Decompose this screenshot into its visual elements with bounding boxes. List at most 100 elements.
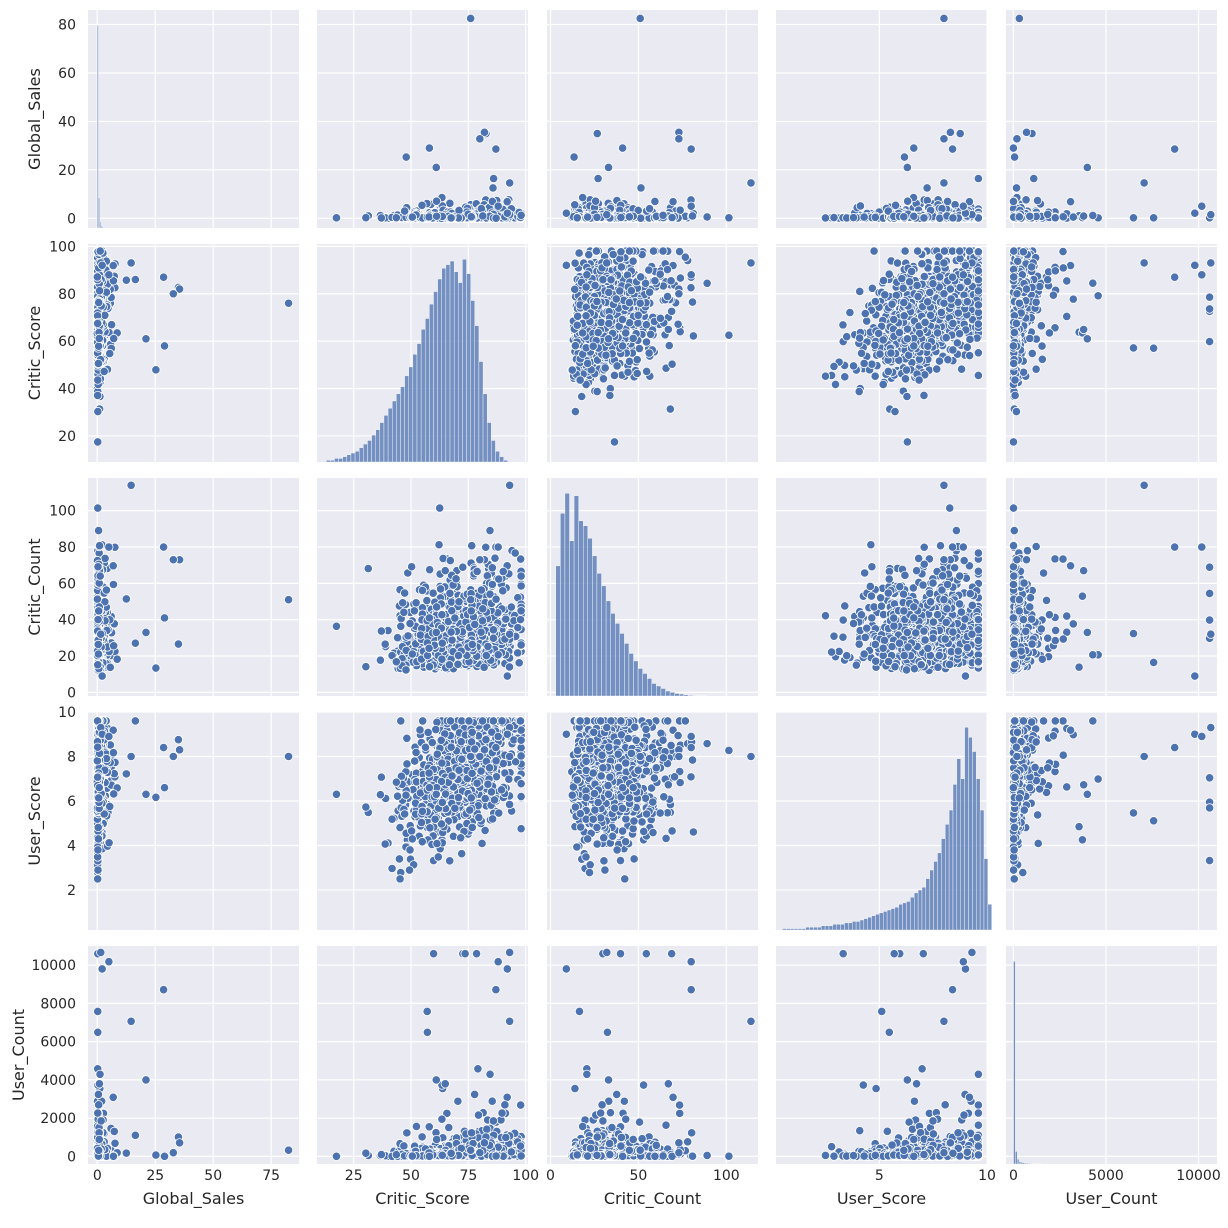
scatter-point xyxy=(593,173,603,184)
scatter-point xyxy=(407,212,417,222)
scatter-point xyxy=(909,143,919,153)
scatter-point xyxy=(93,358,104,369)
scatter-point xyxy=(1190,208,1200,218)
scatter-point xyxy=(454,205,464,216)
scatter-point xyxy=(431,196,442,206)
scatter-point xyxy=(1021,195,1031,205)
scatter-point xyxy=(516,210,526,220)
scatter-point xyxy=(1050,213,1060,223)
scatter-point xyxy=(939,13,949,24)
scatter-point xyxy=(569,152,579,162)
scatter-point xyxy=(891,200,901,210)
scatter-point xyxy=(688,331,698,341)
scatter-point xyxy=(424,212,434,222)
scatter-point xyxy=(592,212,602,222)
histogram-bar xyxy=(474,325,480,463)
scatter-point xyxy=(491,213,501,223)
scatter-point xyxy=(955,128,965,139)
scatter-point xyxy=(947,144,958,154)
scatter-point xyxy=(478,211,488,221)
scatter-point xyxy=(592,128,602,139)
panel-Critic_Score-vs-Global_Sales xyxy=(88,244,299,462)
scatter-point xyxy=(1139,178,1149,188)
histogram-bar xyxy=(478,361,484,463)
histogram-bar xyxy=(371,434,376,463)
histogram-bar xyxy=(491,440,496,463)
scatter-point xyxy=(159,341,170,351)
scatter-point xyxy=(919,213,929,223)
scatter-point xyxy=(1043,209,1053,219)
histogram-bar xyxy=(354,451,360,463)
scatter-point xyxy=(658,210,668,220)
scatter-point xyxy=(93,406,103,417)
histogram-bar xyxy=(338,458,343,463)
histogram-bar xyxy=(346,454,352,463)
histogram-bar xyxy=(400,386,405,463)
histogram-bar xyxy=(396,393,401,463)
histogram-bar xyxy=(453,271,459,463)
scatter-point xyxy=(1014,13,1024,24)
scatter-point xyxy=(1079,211,1089,221)
scatter-point xyxy=(1206,210,1216,220)
scatter-point xyxy=(922,183,932,193)
histogram-bar xyxy=(375,429,381,463)
scatter-point xyxy=(283,298,294,308)
histogram-bar xyxy=(495,451,500,463)
scatter-point xyxy=(870,212,880,222)
scatter-point xyxy=(431,162,441,173)
scatter-point xyxy=(686,201,696,211)
scatter-point xyxy=(667,306,677,316)
scatter-point xyxy=(746,178,756,188)
scatter-point xyxy=(644,204,655,214)
scatter-point xyxy=(94,298,104,308)
panel-Critic_Score-vs-Critic_Score xyxy=(317,244,528,463)
scatter-point xyxy=(1008,196,1019,207)
scatter-point xyxy=(618,143,628,153)
scatter-point xyxy=(493,201,503,211)
histogram-bar xyxy=(325,460,331,463)
panel-background xyxy=(88,10,299,228)
histogram-bar xyxy=(433,291,438,463)
scatter-point xyxy=(489,173,499,184)
scatter-point xyxy=(93,437,103,447)
scatter-point xyxy=(94,333,104,343)
histogram-bar xyxy=(458,282,463,463)
histogram-bar xyxy=(334,458,339,463)
scatter-point xyxy=(488,183,498,193)
scatter-point xyxy=(674,134,684,144)
scatter-point xyxy=(158,272,169,282)
scatter-point xyxy=(331,213,342,223)
scatter-point xyxy=(724,213,734,223)
panel-background xyxy=(776,10,987,228)
scatter-point xyxy=(1149,213,1159,223)
histogram-bar xyxy=(404,375,409,463)
scatter-point xyxy=(572,213,582,223)
scatter-point xyxy=(958,201,968,211)
histogram-bar xyxy=(449,260,455,463)
scatter-point xyxy=(432,211,442,221)
scatter-point xyxy=(105,348,115,359)
scatter-point xyxy=(93,390,103,401)
scatter-point xyxy=(855,201,866,211)
histogram-bar xyxy=(466,273,471,463)
histogram-bar xyxy=(101,226,104,229)
scatter-point xyxy=(686,144,696,154)
scatter-point xyxy=(641,337,652,347)
panel-background xyxy=(317,10,528,228)
histogram-bar xyxy=(392,400,397,463)
scatter-point xyxy=(903,196,913,206)
scatter-point xyxy=(1012,134,1022,144)
panel-Global_Sales-vs-User_Score xyxy=(776,10,988,228)
scatter-point xyxy=(1029,173,1039,184)
scatter-point xyxy=(466,13,476,24)
scatter-point xyxy=(92,272,102,282)
scatter-point xyxy=(417,200,427,210)
scatter-point xyxy=(899,152,910,162)
scatter-point xyxy=(1170,144,1180,154)
scatter-point xyxy=(94,341,104,351)
histogram-bar xyxy=(416,343,422,463)
scatter-point xyxy=(1088,210,1098,221)
scatter-point xyxy=(1014,212,1024,222)
histogram-bar xyxy=(97,25,99,229)
